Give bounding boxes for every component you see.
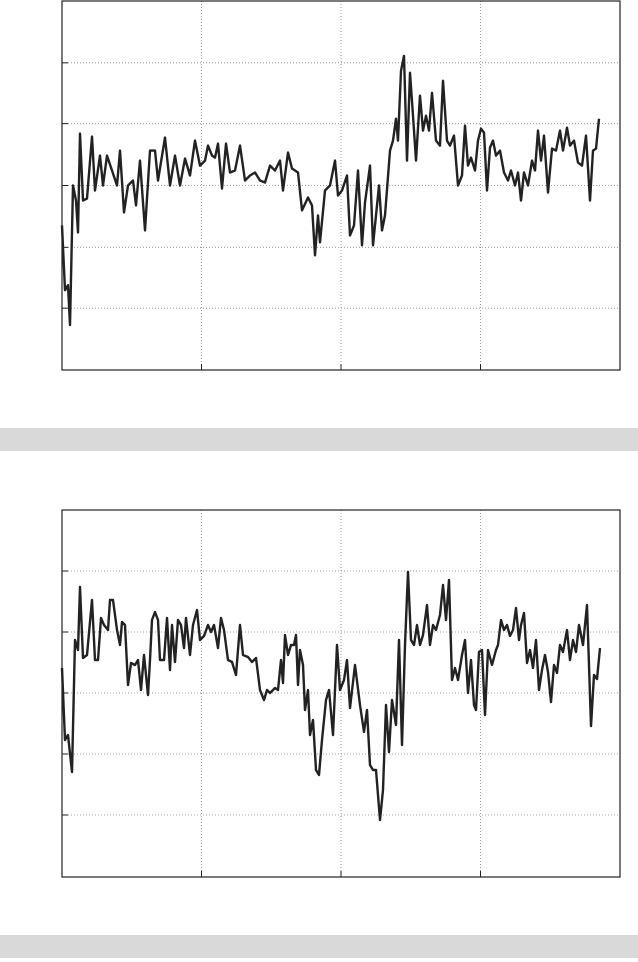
data-line bbox=[60, 570, 602, 822]
divider-bar bbox=[0, 935, 638, 958]
divider-bar bbox=[0, 428, 638, 451]
plot-frame bbox=[61, 0, 621, 371]
data-line bbox=[60, 54, 601, 327]
